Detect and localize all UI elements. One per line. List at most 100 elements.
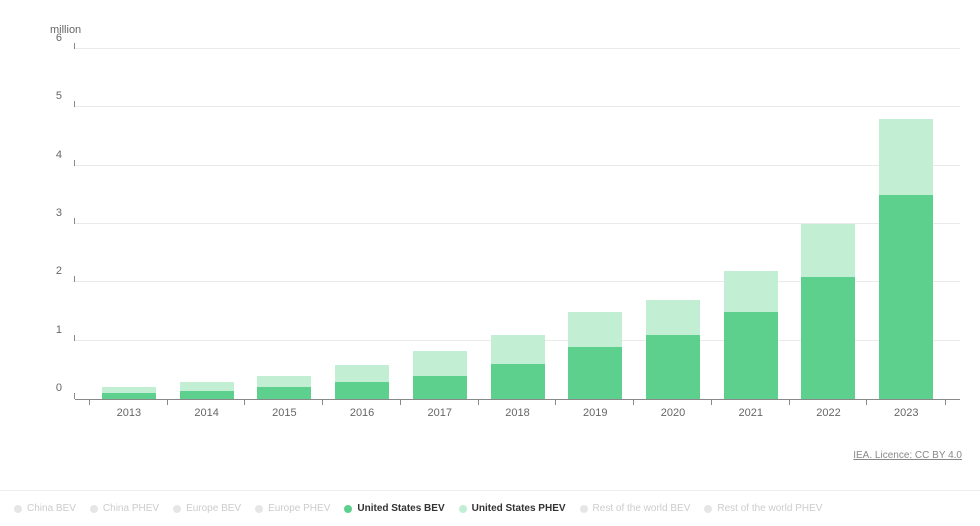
bar-stack[interactable] [335, 365, 389, 399]
yaxis-tick: 5 [56, 90, 62, 102]
bar-stack[interactable] [413, 351, 467, 399]
bar-segment[interactable] [413, 351, 467, 376]
bar-segment[interactable] [568, 347, 622, 400]
legend-label: United States PHEV [472, 503, 566, 514]
yaxis-tick: 2 [56, 265, 62, 277]
bar-segment[interactable] [724, 312, 778, 400]
legend-item[interactable]: United States PHEV [459, 503, 566, 514]
xaxis-label: 2021 [738, 407, 762, 419]
legend-item[interactable]: Europe PHEV [255, 503, 330, 514]
bar-stack[interactable] [180, 382, 234, 399]
bar-stack[interactable] [568, 312, 622, 400]
yaxis-tick: 4 [56, 149, 62, 161]
bar-segment[interactable] [102, 393, 156, 399]
bar-group: 2021 [712, 50, 790, 399]
xaxis-label: 2018 [505, 407, 529, 419]
legend-item[interactable]: Rest of the world PHEV [704, 503, 822, 514]
legend-item[interactable]: China BEV [14, 503, 76, 514]
bar-segment[interactable] [879, 119, 933, 195]
bar-segment[interactable] [413, 376, 467, 399]
bar-segment[interactable] [335, 382, 389, 400]
yaxis-unit-label: million [50, 24, 81, 36]
bar-segment[interactable] [801, 277, 855, 400]
legend-label: United States BEV [357, 503, 444, 514]
xaxis-label: 2013 [117, 407, 141, 419]
bar-stack[interactable] [879, 119, 933, 399]
legend-label: Europe BEV [186, 503, 241, 514]
yaxis-tick: 3 [56, 207, 62, 219]
xaxis-label: 2019 [583, 407, 607, 419]
xaxis-label: 2015 [272, 407, 296, 419]
xaxis-tick-mark [555, 399, 556, 405]
xaxis-tick-mark [945, 399, 946, 405]
legend-swatch-icon [704, 505, 712, 513]
bar-group: 2019 [556, 50, 634, 399]
bar-segment[interactable] [879, 195, 933, 399]
legend-label: China PHEV [103, 503, 159, 514]
legend-swatch-icon [14, 505, 22, 513]
chart-legend: China BEV China PHEV Europe BEV Europe PHEV… [0, 490, 980, 526]
yaxis-tick: 6 [56, 32, 62, 44]
xaxis-tick-mark [167, 399, 168, 405]
legend-item[interactable]: China PHEV [90, 503, 159, 514]
bar-segment[interactable] [801, 224, 855, 277]
xaxis-tick-mark [400, 399, 401, 405]
bar-segment[interactable] [646, 300, 700, 335]
attribution-link[interactable]: IEA. Licence: CC BY 4.0 [853, 450, 962, 461]
bar-segment[interactable] [335, 365, 389, 381]
chart-plot-area: 2013201420152016201720182019202020212022… [75, 50, 960, 400]
bar-stack[interactable] [257, 376, 311, 399]
xaxis-label: 2017 [428, 407, 452, 419]
xaxis-tick-mark [478, 399, 479, 405]
xaxis-tick-mark [244, 399, 245, 405]
legend-item[interactable]: United States BEV [344, 503, 444, 514]
bar-segment[interactable] [724, 271, 778, 312]
legend-swatch-icon [255, 505, 263, 513]
bar-group: 2015 [245, 50, 323, 399]
xaxis-tick-mark [322, 399, 323, 405]
bar-group: 2017 [401, 50, 479, 399]
y-axis: 0123456 [40, 50, 70, 400]
bar-stack[interactable] [801, 224, 855, 399]
bar-segment[interactable] [257, 387, 311, 399]
bar-stack[interactable] [102, 387, 156, 399]
bar-segment[interactable] [491, 335, 545, 364]
bar-segment[interactable] [568, 312, 622, 347]
bar-group: 2022 [790, 50, 868, 399]
yaxis-tick: 0 [56, 382, 62, 394]
xaxis-tick-mark [89, 399, 90, 405]
xaxis-tick-mark [789, 399, 790, 405]
bar-group: 2016 [323, 50, 401, 399]
bar-group: 2014 [168, 50, 246, 399]
legend-swatch-icon [459, 505, 467, 513]
legend-swatch-icon [90, 505, 98, 513]
bar-stack[interactable] [491, 335, 545, 399]
xaxis-tick-mark [866, 399, 867, 405]
bar-stack[interactable] [646, 300, 700, 399]
xaxis-label: 2023 [894, 407, 918, 419]
legend-swatch-icon [344, 505, 352, 513]
legend-item[interactable]: Rest of the world BEV [580, 503, 691, 514]
bar-group: 2023 [867, 50, 945, 399]
yaxis-tick: 1 [56, 324, 62, 336]
xaxis-tick-mark [633, 399, 634, 405]
bar-segment[interactable] [257, 376, 311, 388]
bar-segment[interactable] [180, 382, 234, 391]
gridline [75, 48, 960, 49]
bars-container: 2013201420152016201720182019202020212022… [75, 50, 960, 399]
legend-item[interactable]: Europe BEV [173, 503, 241, 514]
legend-label: Rest of the world PHEV [717, 503, 822, 514]
legend-label: Rest of the world BEV [593, 503, 691, 514]
xaxis-label: 2014 [194, 407, 218, 419]
bar-group: 2020 [634, 50, 712, 399]
bar-segment[interactable] [180, 391, 234, 399]
legend-swatch-icon [580, 505, 588, 513]
xaxis-label: 2022 [816, 407, 840, 419]
bar-segment[interactable] [491, 364, 545, 399]
xaxis-label: 2020 [661, 407, 685, 419]
bar-segment[interactable] [646, 335, 700, 399]
bar-stack[interactable] [724, 271, 778, 399]
legend-label: China BEV [27, 503, 76, 514]
bar-group: 2018 [479, 50, 557, 399]
xaxis-label: 2016 [350, 407, 374, 419]
